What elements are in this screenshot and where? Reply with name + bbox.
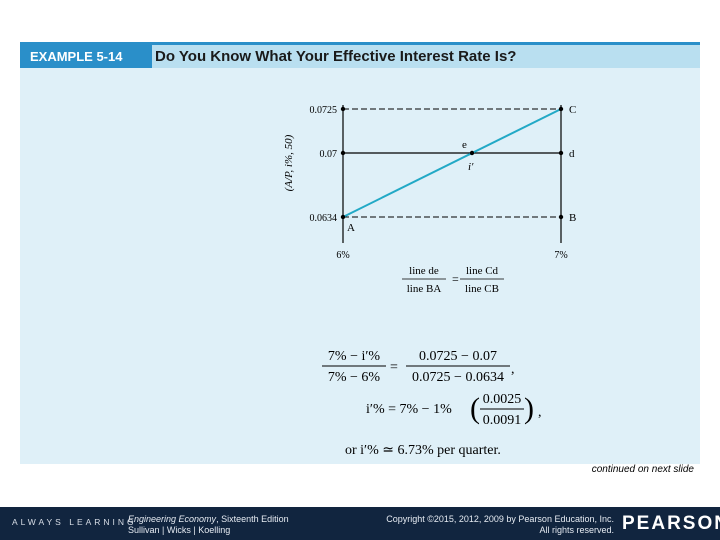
eq2-paren-close: ) <box>524 392 534 425</box>
label-d: d <box>569 148 575 160</box>
eq1-left-den: 7% − 6% <box>328 370 381 385</box>
example-title: Do You Know What Your Effective Interest… <box>155 48 517 65</box>
eq3: or i′% ≃ 6.73% per quarter. <box>345 443 501 458</box>
eq2-comma: , <box>538 405 542 420</box>
ratio-left-den: line BA <box>407 283 442 295</box>
point-B <box>558 214 564 220</box>
book-authors: Sullivan | Wicks | Koelling <box>128 525 231 535</box>
ratio-right-den: line CB <box>465 283 499 295</box>
example-content <box>20 68 700 464</box>
point-C <box>558 106 564 112</box>
label-i-prime: i′ <box>468 161 474 173</box>
example-label: EXAMPLE 5-14 <box>20 45 152 68</box>
book-citation: Engineering Economy, Sixteenth Edition S… <box>128 514 289 536</box>
copyright-notice: Copyright ©2015, 2012, 2009 by Pearson E… <box>356 514 614 536</box>
eq1-left-num: 7% − i′% <box>328 349 381 364</box>
interpolation-line <box>342 108 562 218</box>
copyright-line-1: Copyright ©2015, 2012, 2009 by Pearson E… <box>386 514 614 524</box>
eq1-comma: , <box>511 362 515 377</box>
point-0725 <box>340 106 346 112</box>
point-d <box>558 150 564 156</box>
point-e <box>469 150 475 156</box>
label-e: e <box>462 139 467 151</box>
y-tick-0634: 0.0634 <box>310 213 338 224</box>
book-title: Engineering Economy <box>128 514 217 524</box>
eq2-left: i′% = 7% − 1% <box>366 402 452 417</box>
y-tick-07: 0.07 <box>320 149 338 160</box>
ratio-eq: = <box>452 272 459 286</box>
point-07 <box>340 150 346 156</box>
label-C: C <box>569 104 576 116</box>
label-B: B <box>569 212 576 224</box>
point-A <box>340 214 346 220</box>
footer-bar: ALWAYS LEARNING Engineering Economy, Six… <box>0 507 720 540</box>
ratio-right-num: line Cd <box>466 265 499 277</box>
ratio-left-num: line de <box>409 265 439 277</box>
eq1-right-num: 0.0725 − 0.07 <box>419 349 497 364</box>
example-header: EXAMPLE 5-14 Do You Know What Your Effec… <box>20 42 700 68</box>
y-axis-label: (A/P, i%, 50) <box>283 134 295 191</box>
x-tick-7pct: 7% <box>554 250 567 261</box>
pearson-logo: PEARSON <box>622 513 720 534</box>
copyright-line-2: All rights reserved. <box>539 525 614 535</box>
book-edition: , Sixteenth Edition <box>216 514 289 524</box>
eq2-num: 0.0025 <box>483 392 522 407</box>
always-learning-tagline: ALWAYS LEARNING <box>12 517 137 527</box>
continued-note: continued on next slide <box>591 464 694 475</box>
x-tick-6pct: 6% <box>336 250 349 261</box>
eq2-paren-open: ( <box>470 392 480 425</box>
eq1-equals: = <box>390 360 398 375</box>
eq1-right-den: 0.0725 − 0.0634 <box>412 370 504 385</box>
eq2-den: 0.0091 <box>483 413 522 428</box>
label-A: A <box>347 222 355 234</box>
y-tick-0725: 0.0725 <box>310 105 338 116</box>
